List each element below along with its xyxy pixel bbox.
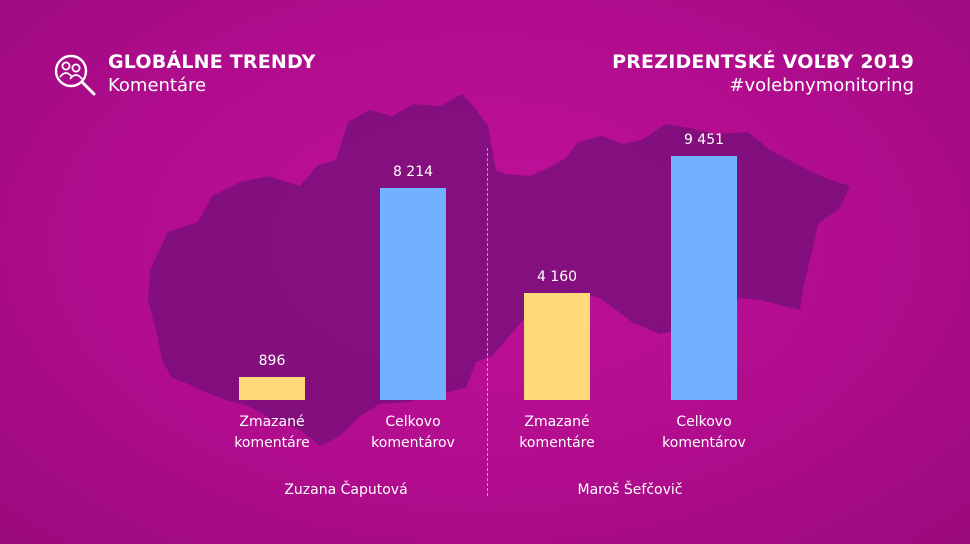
bar-sefcovic-deleted	[524, 292, 590, 400]
section-header: GLOBÁLNE TRENDY Komentáre	[108, 50, 316, 98]
hashtag: #volebnymonitoring	[729, 75, 914, 96]
category-label-line: komentárov	[371, 435, 455, 451]
bar-caputova-total	[380, 187, 446, 400]
search-people-icon	[52, 52, 98, 98]
category-label-line: Celkovo	[385, 414, 441, 430]
category-label-line: komentáre	[519, 435, 595, 451]
category-label-line: komentáre	[234, 435, 310, 451]
category-label-line: komentárov	[662, 435, 746, 451]
category-label-line: Zmazané	[239, 414, 305, 430]
category-label-caputova-deleted: Zmazané komentáre	[212, 412, 332, 454]
event-title: PREZIDENTSKÉ VOĽBY 2019	[612, 51, 914, 73]
event-header: PREZIDENTSKÉ VOĽBY 2019 #volebnymonitori…	[612, 50, 914, 98]
category-label-line: Celkovo	[676, 414, 732, 430]
category-label-sefcovic-total: Celkovo komentárov	[644, 412, 764, 454]
category-label-sefcovic-deleted: Zmazané komentáre	[497, 412, 617, 454]
value-label-sefcovic-total: 9 451	[683, 132, 725, 148]
section-subtitle: Komentáre	[108, 75, 207, 96]
candidate-label-caputova: Zuzana Čaputová	[284, 482, 408, 498]
section-title: GLOBÁLNE TRENDY	[108, 51, 316, 73]
category-label-line: Zmazané	[524, 414, 590, 430]
value-label-sefcovic-deleted: 4 160	[536, 268, 578, 285]
value-label-caputova-total: 8 214	[392, 163, 434, 180]
bar-caputova-deleted	[239, 376, 305, 400]
group-divider	[487, 148, 488, 496]
category-label-caputova-total: Celkovo komentárov	[353, 412, 473, 454]
bar-sefcovic-total	[671, 156, 737, 400]
candidate-label-sefcovic: Maroš Šefčovič	[577, 482, 683, 498]
value-label-caputova-deleted: 896	[258, 352, 286, 369]
